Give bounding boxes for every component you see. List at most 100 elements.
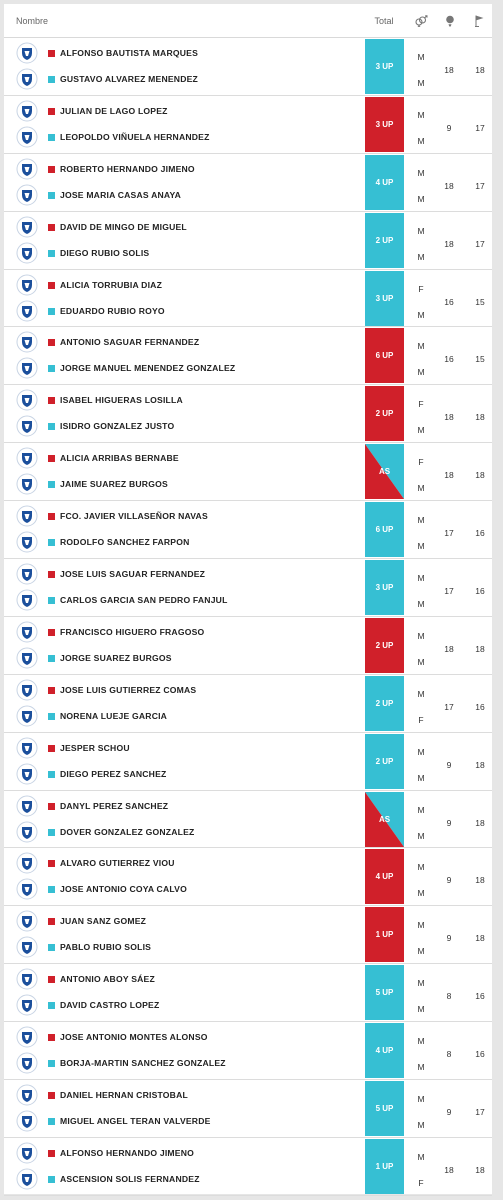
holes-value: 16 <box>475 701 485 712</box>
match-row[interactable]: ANTONIO ABOY SÁEZ DAVID CASTRO LOPEZ 5 U… <box>4 964 492 1023</box>
match-total-badge: 1 UP <box>365 907 404 963</box>
match-list: ALFONSO BAUTISTA MARQUES GUSTAVO ALVAREZ… <box>4 38 492 1196</box>
player-blue: MIGUEL ANGEL TERAN VALVERDE <box>4 1108 364 1134</box>
club-logo-icon <box>16 1110 38 1132</box>
club-logo-icon <box>16 910 38 932</box>
team-red-marker <box>48 860 55 868</box>
match-row[interactable]: JESPER SCHOU DIEGO PEREZ SANCHEZ 2 UP M … <box>4 733 492 791</box>
match-row[interactable]: ALFONSO HERNANDO JIMENO ASCENSION SOLIS … <box>4 1138 492 1196</box>
total-background <box>365 560 404 616</box>
match-total-badge: 2 UP <box>365 212 404 268</box>
winner-fill <box>365 733 404 789</box>
halved-red-half <box>365 791 404 847</box>
player-blue: DIEGO PEREZ SANCHEZ <box>4 761 364 787</box>
match-score: 6 UP <box>375 525 394 535</box>
team-blue-marker <box>48 828 55 836</box>
match-row[interactable]: JULIAN DE LAGO LOPEZ LEOPOLDO VIÑUELA HE… <box>4 96 492 154</box>
match-results-card: Nombre Total ALFONSO BAUTISTA MARQU <box>4 4 492 1196</box>
gender-player-red: M <box>417 688 425 699</box>
team-blue-marker <box>48 770 55 778</box>
player-name: JOSE ANTONIO COYA CALVO <box>60 884 188 895</box>
gender-player-red: M <box>417 341 425 352</box>
player-blue: ISIDRO GONZALEZ JUSTO <box>4 413 364 439</box>
match-row[interactable]: ALFONSO BAUTISTA MARQUES GUSTAVO ALVAREZ… <box>4 38 492 96</box>
player-blue: ASCENSION SOLIS FERNANDEZ <box>4 1166 364 1192</box>
gender-player-red: M <box>417 109 425 120</box>
match-score: 3 UP <box>375 119 394 129</box>
club-logo-icon <box>16 389 38 411</box>
total-background <box>365 328 404 384</box>
team-red-marker <box>48 628 55 636</box>
gender-icon[interactable] <box>413 15 429 27</box>
club-logo-icon <box>16 242 38 264</box>
club-logo-icon <box>16 531 38 553</box>
team-blue-marker <box>48 481 55 489</box>
player-red: DANIEL HERNAN CRISTOBAL <box>4 1082 364 1108</box>
team-blue-marker <box>48 365 55 373</box>
player-name: DAVID DE MINGO DE MIGUEL <box>60 221 187 232</box>
match-row[interactable]: JOSE ANTONIO MONTES ALONSO BORJA-MARTIN … <box>4 1022 492 1081</box>
match-row[interactable]: DANYL PEREZ SANCHEZ DOVER GONZALEZ GONZA… <box>4 791 492 849</box>
winner-fill <box>365 154 404 210</box>
player-name: RODOLFO SANCHEZ FARPON <box>60 537 190 548</box>
total-background <box>365 270 404 326</box>
total-background <box>365 444 404 500</box>
match-row[interactable]: JOSE LUIS SAGUAR FERNANDEZ CARLOS GARCIA… <box>4 559 492 617</box>
total-background <box>365 154 404 210</box>
gender-player-blue: M <box>417 483 425 494</box>
golf-ball-icon[interactable] <box>442 15 458 27</box>
gender-player-red: F <box>418 457 424 468</box>
match-row[interactable]: ALICIA ARRIBAS BERNABE JAIME SUAREZ BURG… <box>4 443 492 502</box>
match-score: 1 UP <box>375 930 394 940</box>
player-name: ALFONSO HERNANDO JIMENO <box>60 1147 194 1158</box>
match-total-badge: 1 UP <box>365 1138 404 1194</box>
match-row[interactable]: DANIEL HERNAN CRISTOBAL MIGUEL ANGEL TER… <box>4 1080 492 1138</box>
team-red-marker <box>48 455 55 463</box>
match-row[interactable]: ALVARO GUTIERREZ VIOU JOSE ANTONIO COYA … <box>4 848 492 907</box>
match-row[interactable]: ALICIA TORRUBIA DIAZ EDUARDO RUBIO ROYO … <box>4 270 492 328</box>
player-red: JESPER SCHOU <box>4 735 364 761</box>
holes-value: 18 <box>475 643 485 654</box>
holes-value: 17 <box>475 180 485 191</box>
team-blue-marker <box>48 886 55 894</box>
match-row[interactable]: FCO. JAVIER VILLASEÑOR NAVAS RODOLFO SAN… <box>4 501 492 560</box>
match-row[interactable]: DAVID DE MINGO DE MIGUEL DIEGO RUBIO SOL… <box>4 212 492 270</box>
handicap-value: 8 <box>446 991 452 1002</box>
club-logo-icon <box>16 357 38 379</box>
club-logo-icon <box>16 473 38 495</box>
column-header-name[interactable]: Nombre <box>16 16 49 26</box>
gender-player-red: F <box>418 399 424 410</box>
team-red-marker <box>48 976 55 984</box>
player-name: JOSE MARIA CASAS ANAYA <box>60 189 182 200</box>
gender-player-red: M <box>417 167 425 178</box>
match-score: 2 UP <box>375 640 394 650</box>
team-blue-marker <box>48 423 55 431</box>
team-red-marker <box>48 223 55 231</box>
match-row[interactable]: ROBERTO HERNANDO JIMENO JOSE MARIA CASAS… <box>4 154 492 212</box>
club-logo-icon <box>16 1084 38 1106</box>
match-row[interactable]: ISABEL HIGUERAS LOSILLA ISIDRO GONZALEZ … <box>4 385 492 444</box>
match-row[interactable]: ANTONIO SAGUAR FERNANDEZ JORGE MANUEL ME… <box>4 327 492 386</box>
handicap-value: 9 <box>446 759 452 770</box>
gender-player-red: M <box>417 573 425 584</box>
player-name: JOSE LUIS SAGUAR FERNANDEZ <box>60 569 206 580</box>
team-red-marker <box>48 686 55 694</box>
handicap-value: 17 <box>444 528 454 539</box>
total-background <box>365 907 404 963</box>
total-background <box>365 1138 404 1194</box>
gender-player-blue: M <box>417 599 425 610</box>
holes-value: 18 <box>475 470 485 481</box>
flag-icon[interactable] <box>472 15 488 27</box>
match-total-badge: 3 UP <box>365 39 404 94</box>
club-logo-icon <box>16 331 38 353</box>
player-blue: BORJA-MARTIN SANCHEZ GONZALEZ <box>4 1050 364 1076</box>
match-row[interactable]: FRANCISCO HIGUERO FRAGOSO JORGE SUAREZ B… <box>4 617 492 675</box>
club-logo-icon <box>16 852 38 874</box>
player-name: ISIDRO GONZALEZ JUSTO <box>60 421 175 432</box>
player-name: JULIAN DE LAGO LOPEZ <box>60 105 168 116</box>
match-row[interactable]: JUAN SANZ GOMEZ PABLO RUBIO SOLIS 1 UP M… <box>4 906 492 965</box>
match-row[interactable]: JOSE LUIS GUTIERREZ COMAS NORENA LUEJE G… <box>4 675 492 733</box>
column-header-total[interactable]: Total <box>374 16 394 26</box>
gender-player-blue: F <box>418 1177 424 1188</box>
player-red: JOSE LUIS GUTIERREZ COMAS <box>4 677 364 703</box>
